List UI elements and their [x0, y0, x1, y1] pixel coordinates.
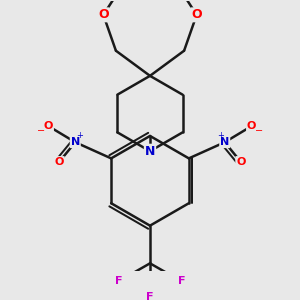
Text: O: O [236, 157, 246, 167]
Text: O: O [44, 121, 53, 131]
Text: −: − [255, 127, 263, 136]
Text: O: O [54, 157, 64, 167]
Text: F: F [115, 276, 122, 286]
Text: N: N [70, 137, 80, 147]
Text: F: F [146, 292, 154, 300]
Text: +: + [76, 130, 83, 140]
Text: F: F [178, 276, 185, 286]
Text: O: O [191, 8, 202, 21]
Text: N: N [220, 137, 230, 147]
Text: O: O [247, 121, 256, 131]
Text: +: + [217, 130, 224, 140]
Text: O: O [98, 8, 109, 21]
Text: −: − [37, 127, 45, 136]
Text: N: N [145, 145, 155, 158]
